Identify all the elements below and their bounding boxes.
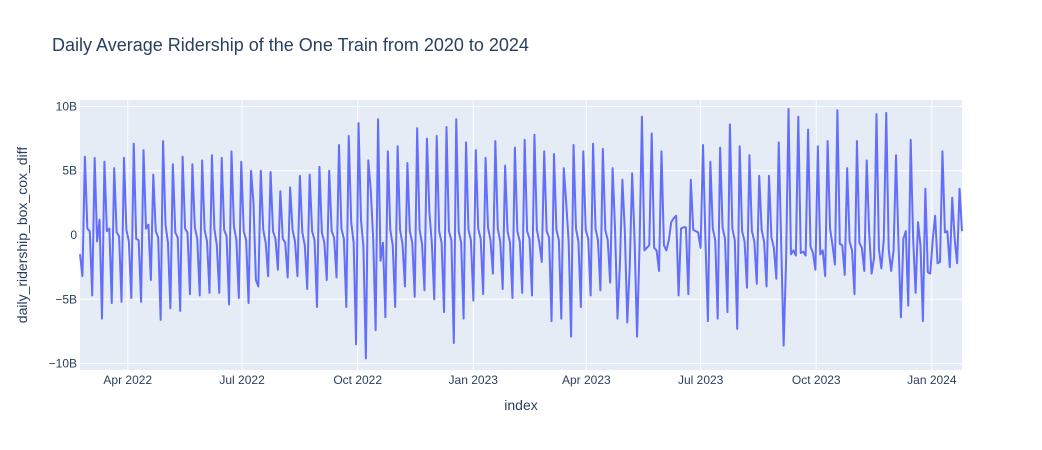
x-tick-label: Oct 2023 [792, 373, 841, 387]
y-gridlines [80, 105, 962, 365]
x-tick-label: Apr 2022 [103, 373, 152, 387]
x-tick-label: Oct 2022 [333, 373, 382, 387]
x-tick-label: Jan 2023 [449, 373, 499, 387]
y-tick-label: 5B [62, 164, 77, 178]
chart-title: Daily Average Ridership of the One Train… [52, 35, 529, 55]
y-axis-title: daily_ridership_box_cox_diff [14, 147, 30, 324]
x-tick-label: Apr 2023 [562, 373, 611, 387]
x-tick-label: Jul 2023 [678, 373, 724, 387]
series-line [79, 108, 963, 360]
y-tick-labels: 10B 5B 0 −5B −10B [49, 99, 78, 370]
y-tick-label: −5B [55, 292, 77, 306]
x-tick-label: Jul 2022 [219, 373, 265, 387]
x-tick-labels: Apr 2022 Jul 2022 Oct 2022 Jan 2023 Apr 2023… [103, 373, 956, 387]
y-tick-label: 10B [56, 99, 77, 113]
x-tick-label: Jan 2024 [907, 373, 957, 387]
y-tick-label: 0 [70, 228, 77, 242]
y-tick-label: −10B [49, 357, 77, 371]
x-axis-title: index [504, 397, 537, 413]
